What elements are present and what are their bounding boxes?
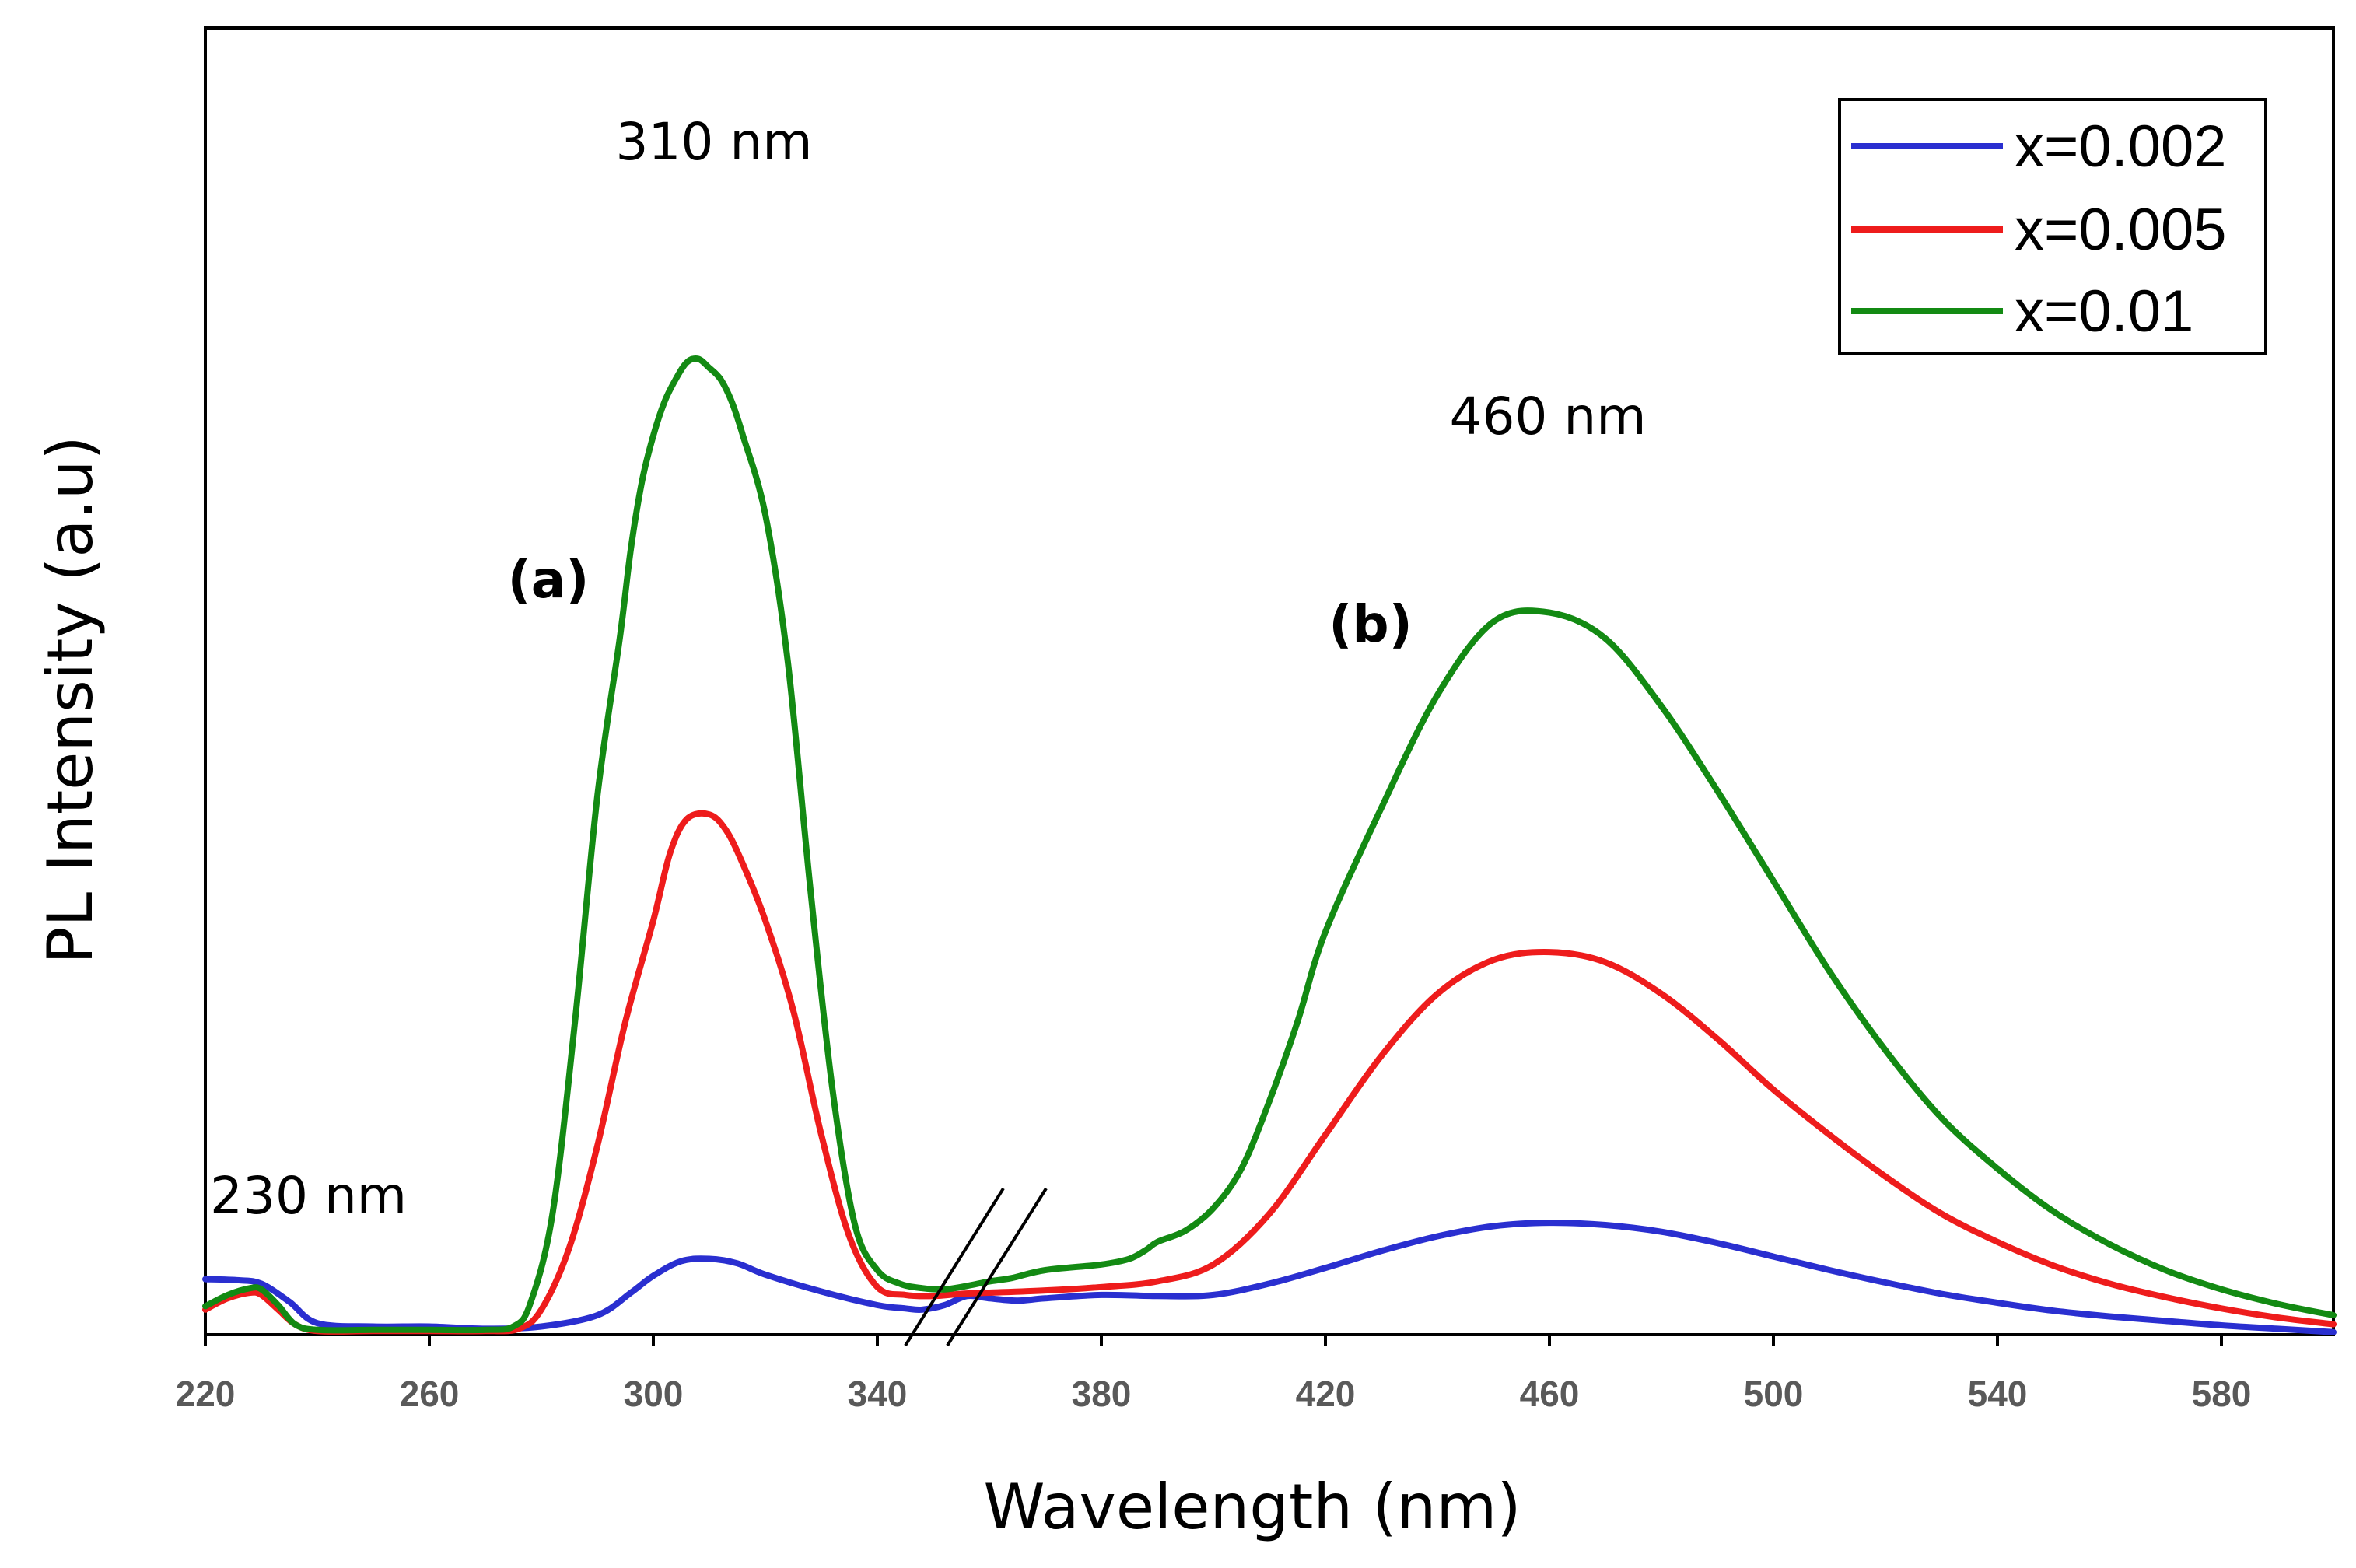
x-tick-label: 500 (1744, 1374, 1804, 1414)
annotation-310nm: 310 nm (615, 112, 812, 172)
annotation-460nm: 460 nm (1449, 387, 1646, 446)
legend-label-x001: x=0.01 (2015, 278, 2193, 345)
x-axis-ticks: 220 260 300 340 380 420 460 500 540 580 (176, 1335, 2252, 1414)
axis-break-line-2 (946, 1187, 1048, 1347)
legend-label-x0005: x=0.005 (2015, 197, 2227, 263)
x-tick-label: 380 (1072, 1374, 1132, 1414)
x-tick-label: 220 (176, 1374, 236, 1414)
x-tick-label: 420 (1296, 1374, 1356, 1414)
x-tick-label: 340 (848, 1374, 908, 1414)
x-tick-label: 580 (2192, 1374, 2252, 1414)
x-tick-label: 300 (624, 1374, 684, 1414)
x-axis-label: Wavelength (nm) (983, 1471, 1521, 1543)
axis-break-line-1 (904, 1187, 1005, 1347)
x-tick-label: 260 (400, 1374, 460, 1414)
axis-break-marks (904, 1187, 1048, 1347)
legend: x=0.002 x=0.005 x=0.01 (1838, 98, 2267, 355)
series-line-x0002 (202, 1220, 2337, 1335)
annotation-label-a: (a) (508, 550, 590, 610)
plot-frame (204, 26, 2335, 1336)
series-layer (202, 355, 2337, 1335)
series-line-x0005 (202, 810, 2337, 1335)
legend-label-x0002: x=0.002 (2015, 114, 2227, 180)
annotation-label-b: (b) (1329, 594, 1413, 654)
series-line-x001 (202, 355, 2337, 1334)
annotation-230nm: 230 nm (210, 1166, 407, 1226)
x-tick-label: 540 (1968, 1374, 2028, 1414)
y-axis-label: PL Intensity (a.u) (34, 436, 107, 964)
x-tick-label: 460 (1520, 1374, 1580, 1414)
